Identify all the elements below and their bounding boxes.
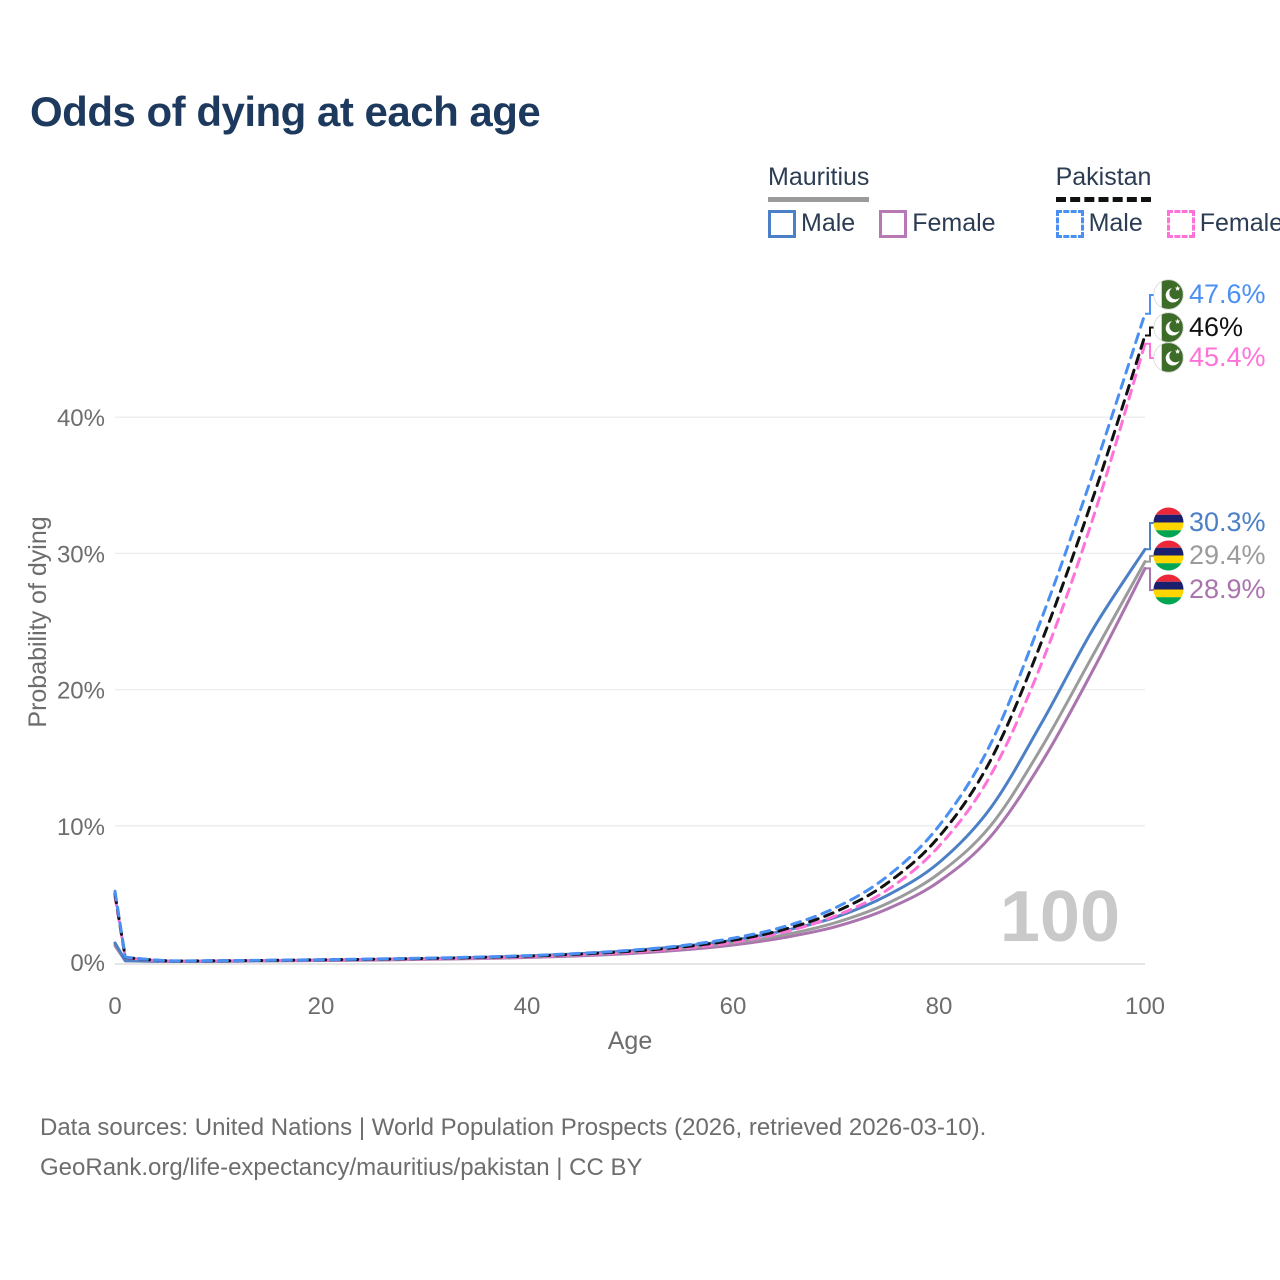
y-tick-label: 30% — [57, 541, 105, 568]
label-connector — [1145, 326, 1155, 337]
series-line-mauritius-male — [113, 547, 1147, 963]
legend-country-mauritius: Mauritius — [768, 163, 870, 202]
label-connector — [1145, 555, 1155, 563]
series-line-mauritius-female — [113, 566, 1147, 963]
x-tick-label: 40 — [514, 993, 541, 1020]
series-line-pakistan-female — [113, 342, 1147, 963]
watermark: 100 — [1000, 877, 1120, 957]
legend-item-label: Male — [801, 209, 856, 237]
label-connector — [1145, 294, 1155, 315]
y-tick-label: 40% — [57, 405, 105, 432]
footer-data-sources: Data sources: United Nations | World Pop… — [40, 1114, 987, 1141]
footer-attribution-link: GeoRank.org/life-expectancy/mauritius/pa… — [40, 1154, 643, 1181]
y-tick-label: 0% — [70, 950, 105, 977]
x-tick-label: 100 — [1125, 993, 1165, 1020]
legend-item-pakistan-female[interactable]: Female — [1166, 209, 1280, 238]
checkbox-icon[interactable] — [1055, 209, 1084, 238]
label-connector — [1145, 522, 1155, 551]
x-tick-label: 0 — [108, 993, 121, 1020]
x-axis-title: Age — [608, 1027, 652, 1055]
checkbox-icon[interactable] — [1166, 209, 1195, 238]
series-line-pakistan-both-sexes — [113, 334, 1147, 963]
legend-group-pakistan: Pakistan Male Female — [1055, 163, 1280, 238]
footer: Data sources: United Nations | World Pop… — [40, 1108, 986, 1188]
legend-item-pakistan-male[interactable]: Male — [1055, 209, 1143, 238]
y-tick-label: 20% — [57, 678, 105, 705]
y-axis-title: Probability of dying — [24, 516, 52, 727]
series-line-pakistan-male — [113, 312, 1147, 963]
page-title: Odds of dying at each age — [30, 88, 541, 135]
legend-country-pakistan: Pakistan — [1055, 163, 1152, 202]
x-tick-label: 20 — [308, 993, 335, 1020]
legend-group-mauritius: Mauritius Male Female — [768, 163, 996, 238]
legend-item-label: Male — [1088, 209, 1143, 237]
legend-item-mauritius-female[interactable]: Female — [879, 209, 996, 238]
label-connector — [1145, 567, 1155, 591]
checkbox-icon[interactable] — [768, 209, 796, 238]
label-connector — [1145, 342, 1155, 359]
x-tick-label: 60 — [720, 993, 747, 1020]
legend-item-mauritius-male[interactable]: Male — [768, 209, 855, 238]
y-tick-label: 10% — [57, 814, 105, 841]
x-tick-label: 80 — [926, 993, 953, 1020]
legend-item-label: Female — [1199, 209, 1280, 237]
legend: Mauritius Male Female Pakistan Male — [768, 163, 1280, 238]
legend-item-label: Female — [912, 209, 996, 237]
checkbox-icon[interactable] — [879, 209, 908, 238]
